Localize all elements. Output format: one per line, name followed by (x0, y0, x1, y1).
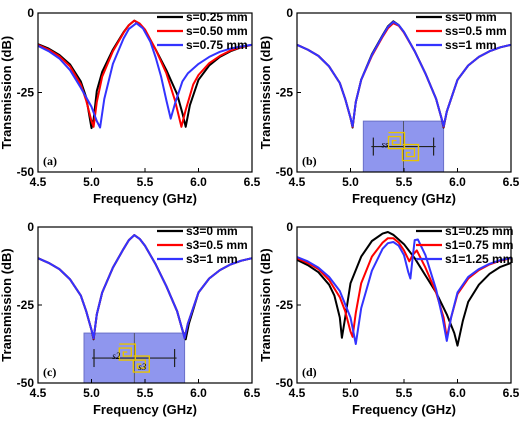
legend-entry: s1=1.25 mm (445, 252, 513, 266)
x-tick-label: 6.5 (503, 386, 520, 400)
x-tick-label: 4.5 (289, 386, 306, 400)
x-tick-label: 5.5 (137, 175, 154, 189)
x-tick-label: 5.5 (396, 386, 413, 400)
x-tick-label: 5.0 (342, 175, 359, 189)
panel-label: (c) (43, 365, 56, 379)
panel-label: (d) (302, 365, 317, 379)
legend-entry: s=0.50 mm (186, 24, 248, 38)
legend-entry: ss=0 mm (445, 10, 497, 24)
inset-spiral-resonator (132, 355, 150, 373)
legend-entry: ss=0.5 mm (445, 24, 507, 38)
legend-entry: s=0.25 mm (186, 10, 248, 24)
y-axis-label: Transmission (dB) (258, 248, 273, 361)
structure-inset: ss (362, 120, 445, 173)
series-line-3 (296, 238, 512, 345)
x-tick-label: 5.5 (396, 175, 413, 189)
panel-label: (b) (302, 154, 317, 168)
y-axis-label: Transmission (dB) (0, 248, 14, 361)
inset-label: s3 (138, 362, 147, 372)
y-tick-label: -25 (17, 86, 35, 100)
legend-entry: s3=0 mm (186, 224, 238, 238)
inset-spiral-resonator (401, 143, 420, 162)
x-tick-label: 5.5 (137, 386, 154, 400)
chart-panel-4: 4.5 5.0 5.5 6.0 6.5 0 -25 -50 Frequency (GHz) Tra… (258, 220, 520, 417)
y-tick-label: -25 (276, 86, 294, 100)
x-tick-label: 5.0 (83, 175, 100, 189)
x-tick-label: 6.0 (190, 386, 207, 400)
y-axis-label: Transmission (dB) (258, 36, 273, 149)
inset-spiral-resonator (387, 131, 406, 150)
x-tick-label: 5.0 (83, 386, 100, 400)
y-tick-label: 0 (286, 6, 293, 20)
series-line-3 (37, 22, 253, 129)
y-tick-label: -25 (17, 298, 35, 312)
x-tick-label: 4.5 (30, 175, 47, 189)
x-tick-label: 6.0 (190, 175, 207, 189)
y-tick-label: -50 (276, 376, 294, 390)
y-tick-label: -50 (276, 165, 294, 179)
x-axis-label: Frequency (GHz) (93, 191, 197, 206)
x-tick-label: 5.0 (342, 386, 359, 400)
legend-entry: ss=1 mm (445, 38, 497, 52)
x-axis-label: Frequency (GHz) (93, 402, 197, 417)
inset-label: ss (381, 140, 389, 150)
series-line-1 (296, 231, 512, 347)
y-tick-label: 0 (286, 220, 293, 234)
legend-entry: s3=0.5 mm (186, 238, 248, 252)
x-tick-label: 6.0 (449, 175, 466, 189)
x-tick-label: 6.5 (244, 386, 261, 400)
chart-panel-2: ss 4.5 5.0 5.5 6.0 6.5 0 -25 -50 Frequency (GHz) T… (258, 6, 520, 206)
x-axis-label: Frequency (GHz) (352, 402, 456, 417)
inset-label: s2 (112, 351, 121, 361)
structure-inset: s2 s3 (83, 332, 186, 384)
legend-entry: s1=0.25 mm (445, 224, 513, 238)
y-tick-label: 0 (27, 220, 34, 234)
series-line-3 (37, 234, 253, 340)
legend-entry: s1=0.75 mm (445, 238, 513, 252)
x-tick-label: 4.5 (30, 386, 47, 400)
x-tick-label: 4.5 (289, 175, 306, 189)
series-line-3 (296, 20, 512, 128)
chart-panel-1: 4.5 5.0 5.5 6.0 6.5 0 -25 -50 Frequency (GHz) Tra… (0, 6, 261, 206)
x-axis-label: Frequency (GHz) (352, 191, 456, 206)
y-tick-label: -25 (276, 298, 294, 312)
panel-label: (a) (43, 154, 57, 168)
y-tick-label: -50 (17, 376, 35, 390)
legend-entry: s=0.75 mm (186, 38, 248, 52)
y-axis-label: Transmission (dB) (0, 36, 14, 149)
legend-entry: s3=1 mm (186, 252, 238, 266)
legend: s=0.25 mms=0.50 mms=0.75 mm (157, 10, 248, 52)
inset-spiral-resonator (118, 343, 136, 361)
x-tick-label: 6.5 (503, 175, 520, 189)
x-tick-label: 6.5 (244, 175, 261, 189)
y-tick-label: 0 (27, 6, 34, 20)
y-tick-label: -50 (17, 165, 35, 179)
x-tick-label: 6.0 (449, 386, 466, 400)
chart-panel-3: s2 s3 4.5 5.0 5.5 6.0 6.5 0 -25 -50 Frequency (GHz… (0, 220, 261, 417)
